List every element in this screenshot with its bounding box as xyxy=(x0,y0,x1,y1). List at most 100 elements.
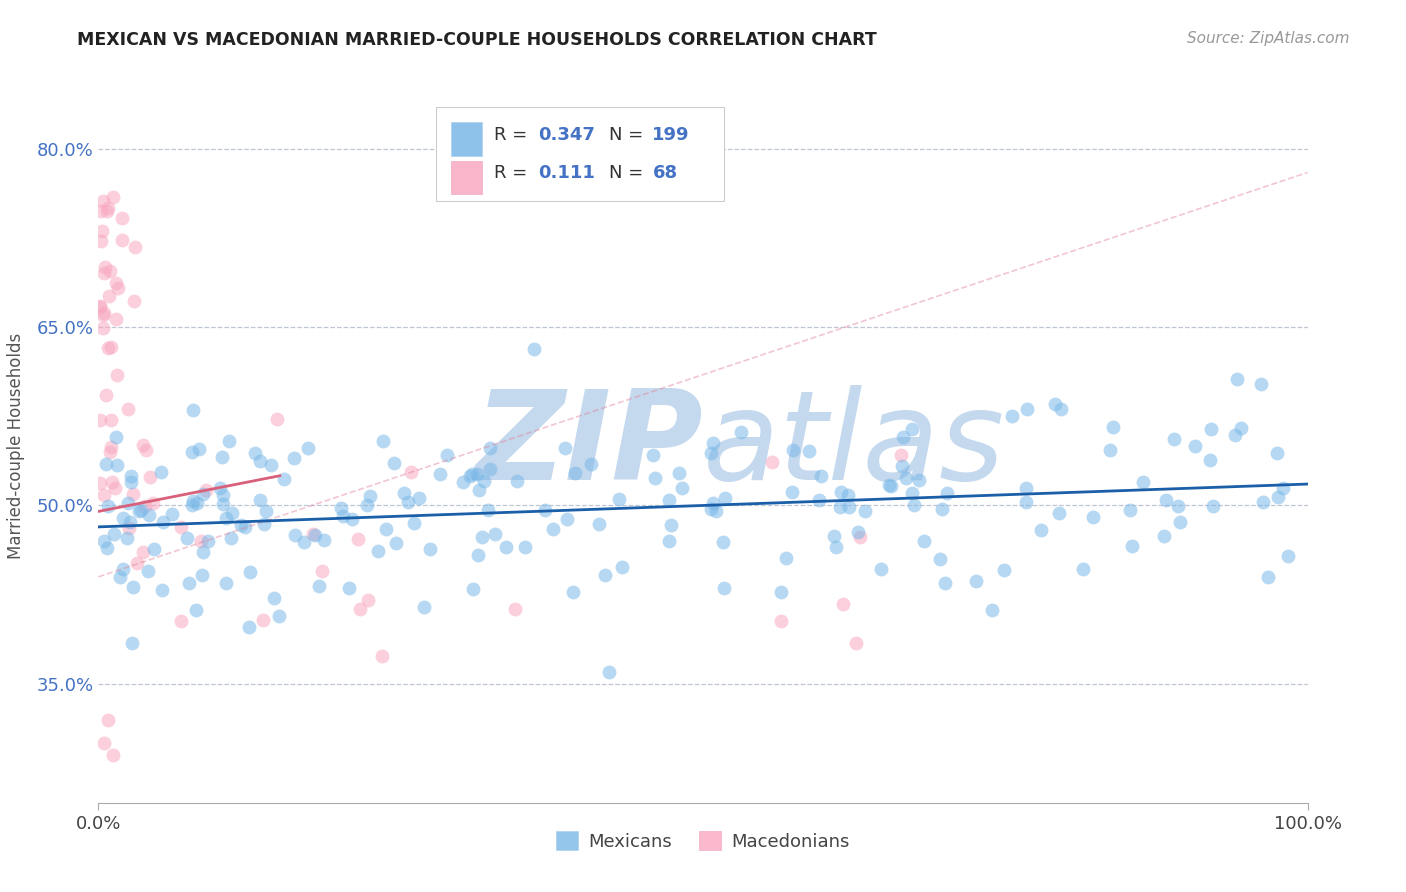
Point xyxy=(112,510,135,524)
Point xyxy=(644,471,666,485)
Point xyxy=(104,276,127,290)
Point xyxy=(931,502,953,516)
Point xyxy=(100,440,122,454)
Point xyxy=(349,602,371,616)
Point xyxy=(408,491,430,505)
Point xyxy=(1251,495,1274,509)
Point xyxy=(93,487,115,501)
Point xyxy=(700,501,723,516)
Point xyxy=(890,448,912,462)
Point xyxy=(98,289,121,303)
Point xyxy=(254,504,277,518)
Point xyxy=(373,434,395,449)
Point xyxy=(219,532,242,546)
Point xyxy=(1265,446,1288,460)
Point xyxy=(104,481,127,495)
Point xyxy=(1163,432,1185,446)
Text: 199: 199 xyxy=(652,126,690,144)
Point xyxy=(461,467,484,482)
Point xyxy=(1168,515,1191,529)
Point xyxy=(197,533,219,548)
Point xyxy=(472,475,495,489)
Point xyxy=(160,508,183,522)
Point xyxy=(186,496,208,510)
Point xyxy=(105,430,128,444)
Point xyxy=(96,457,118,471)
Point xyxy=(195,483,218,497)
Point xyxy=(484,527,506,541)
Point xyxy=(89,299,111,313)
Point xyxy=(471,530,494,544)
Point xyxy=(1071,561,1094,575)
Point xyxy=(935,485,957,500)
Text: 68: 68 xyxy=(652,164,678,182)
Point xyxy=(901,486,924,500)
Point xyxy=(233,520,256,534)
Point xyxy=(371,648,394,663)
Text: 0.347: 0.347 xyxy=(538,126,595,144)
Point xyxy=(89,413,111,427)
Point xyxy=(782,442,804,457)
Point xyxy=(330,501,353,516)
Point xyxy=(266,411,288,425)
Point xyxy=(598,665,620,679)
Point xyxy=(211,498,233,512)
Point xyxy=(120,475,142,489)
Point xyxy=(607,491,630,506)
Point xyxy=(775,550,797,565)
Point xyxy=(730,425,752,440)
Point xyxy=(100,413,122,427)
Point xyxy=(110,233,132,247)
Point xyxy=(249,493,271,508)
Point xyxy=(121,635,143,649)
Point xyxy=(413,599,436,614)
Point xyxy=(134,499,156,513)
Point xyxy=(704,503,727,517)
Point xyxy=(419,542,441,557)
Point xyxy=(396,494,419,508)
Point xyxy=(658,492,681,507)
Point xyxy=(1229,421,1251,435)
Point xyxy=(170,614,193,628)
Point xyxy=(713,581,735,595)
Point xyxy=(193,545,215,559)
Point xyxy=(1101,420,1123,434)
Point xyxy=(263,591,285,605)
Point xyxy=(612,560,634,574)
Text: ZIP: ZIP xyxy=(474,385,703,507)
Point xyxy=(283,450,305,465)
Point xyxy=(823,529,845,543)
Point xyxy=(579,457,602,471)
Point xyxy=(668,466,690,480)
Y-axis label: Married-couple Households: Married-couple Households xyxy=(7,333,25,559)
Point xyxy=(128,504,150,518)
Point xyxy=(555,512,578,526)
Point xyxy=(170,520,193,534)
Point xyxy=(782,485,804,500)
Point xyxy=(121,487,143,501)
Point xyxy=(877,477,900,491)
Point xyxy=(98,445,121,459)
Point xyxy=(98,264,121,278)
Point xyxy=(838,500,860,514)
Point xyxy=(1184,439,1206,453)
Point xyxy=(91,194,114,208)
Point xyxy=(1047,506,1070,520)
Point xyxy=(347,532,370,546)
Point xyxy=(830,485,852,500)
Point xyxy=(402,516,425,530)
Point xyxy=(273,472,295,486)
Point xyxy=(1000,409,1022,423)
Point xyxy=(385,535,408,549)
Point xyxy=(337,582,360,596)
Point xyxy=(870,562,893,576)
Point xyxy=(342,512,364,526)
Point xyxy=(90,234,112,248)
Point xyxy=(375,522,398,536)
Text: Source: ZipAtlas.com: Source: ZipAtlas.com xyxy=(1187,31,1350,46)
Point xyxy=(495,540,517,554)
Point xyxy=(209,481,232,495)
Point xyxy=(190,534,212,549)
Point xyxy=(981,603,1004,617)
Point xyxy=(214,576,236,591)
